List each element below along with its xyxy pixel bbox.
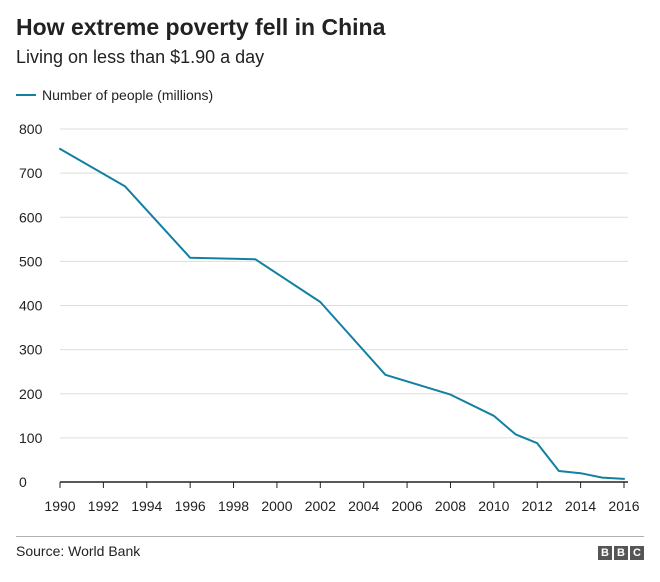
series-line	[59, 147, 625, 480]
data-point	[449, 394, 451, 396]
data-point	[601, 477, 603, 479]
chart-subtitle: Living on less than $1.90 a day	[16, 47, 265, 67]
series-layer	[59, 147, 625, 480]
data-point	[493, 415, 495, 417]
data-point	[124, 185, 126, 187]
bbc-logo-letter: B	[614, 546, 628, 560]
x-tick-label: 2002	[305, 498, 336, 514]
bbc-logo: B B C	[598, 546, 644, 560]
y-tick-label: 400	[19, 298, 43, 314]
x-tick-label: 2016	[608, 498, 639, 514]
y-tick-label: 500	[19, 253, 43, 269]
y-tick-label: 300	[19, 342, 43, 358]
legend-label: Number of people (millions)	[42, 87, 214, 103]
x-axis-ticks: 1990 1992 1994 1996 1998 2000 2002 2004 2006 2008…	[44, 482, 640, 514]
x-tick-label: 2012	[522, 498, 553, 514]
x-tick-label: 2006	[391, 498, 422, 514]
x-tick-label: 1990	[44, 498, 75, 514]
x-tick-label: 1992	[88, 498, 119, 514]
data-point	[189, 257, 191, 259]
data-point	[536, 442, 538, 444]
x-tick-label: 2010	[478, 498, 509, 514]
data-point	[623, 478, 625, 480]
bbc-logo-letter: C	[630, 546, 644, 560]
legend: Number of people (millions)	[16, 87, 213, 103]
y-tick-label: 100	[19, 430, 43, 446]
data-point	[59, 148, 61, 150]
y-axis-ticks: 0 100 200 300 400 500 600 700 800	[19, 121, 43, 490]
data-point	[319, 301, 321, 303]
data-point	[580, 472, 582, 474]
x-tick-label: 2004	[348, 498, 379, 514]
chart-title: How extreme poverty fell in China	[16, 14, 386, 40]
footer-divider	[16, 536, 644, 537]
y-tick-label: 200	[19, 386, 43, 402]
x-tick-label: 2014	[565, 498, 596, 514]
grid-lines	[60, 128, 628, 483]
source-note: Source: World Bank	[16, 543, 141, 559]
x-tick-label: 1998	[218, 498, 249, 514]
legend-swatch	[16, 94, 36, 96]
y-tick-label: 600	[19, 209, 43, 225]
x-tick-label: 1996	[175, 498, 206, 514]
data-point	[254, 258, 256, 260]
x-tick-label: 2000	[261, 498, 292, 514]
bbc-logo-letter: B	[598, 546, 612, 560]
x-tick-label: 2008	[435, 498, 466, 514]
y-tick-label: 800	[19, 121, 43, 137]
x-tick-label: 1994	[131, 498, 162, 514]
data-point	[515, 433, 517, 435]
data-point	[384, 374, 386, 376]
data-point	[558, 470, 560, 472]
y-tick-label: 700	[19, 165, 43, 181]
y-tick-label: 0	[19, 474, 27, 490]
